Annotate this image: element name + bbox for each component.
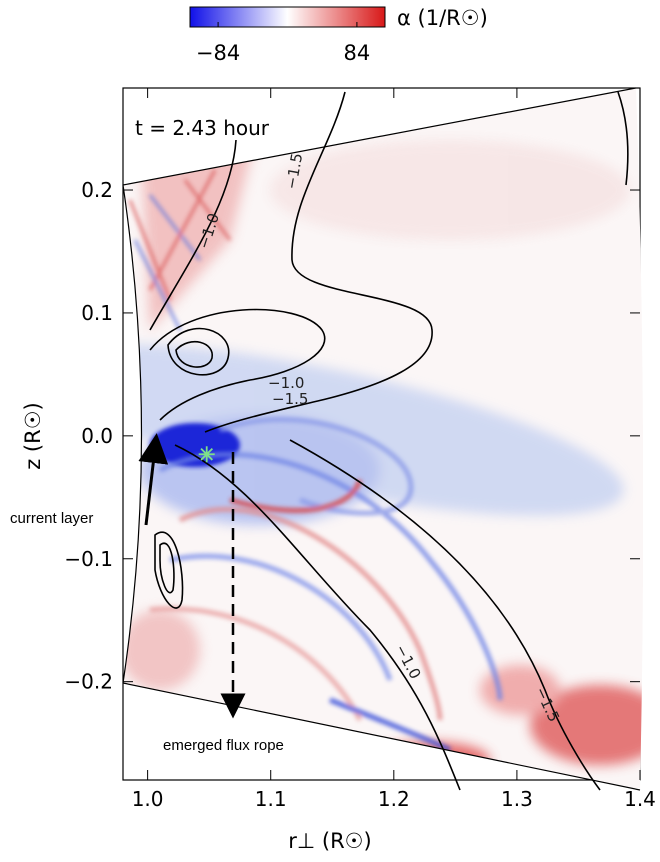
colorbar-tick-label: 84 <box>344 41 371 65</box>
x-axis-label: r⊥ (R☉) <box>288 829 371 853</box>
contour-label: −1.5 <box>272 390 308 408</box>
y-axis-label: z (R☉) <box>21 402 45 470</box>
x-tick-label: 1.3 <box>501 787 533 811</box>
contours <box>149 91 629 791</box>
x-tick-label: 1.0 <box>132 787 164 811</box>
marker-stroke <box>200 447 213 461</box>
contour-label: −1.0 <box>268 374 304 392</box>
x-tick-label: 1.2 <box>378 787 410 811</box>
time-label: t = 2.43 hour <box>135 116 270 140</box>
x-tick-label: 1.1 <box>255 787 287 811</box>
arrow <box>138 433 169 526</box>
marker <box>198 446 215 463</box>
alpha-map <box>123 88 644 788</box>
y-tick-label: 0.0 <box>81 424 113 448</box>
colorbar-label: α (1/R☉) <box>397 6 488 30</box>
y-tick-label: −0.2 <box>64 670 113 694</box>
y-tick-label: 0.1 <box>81 301 113 325</box>
arrow-label: current layer <box>10 510 93 527</box>
colorbar <box>189 6 386 28</box>
y-tick-label: 0.2 <box>81 178 113 202</box>
colorbar-tick-label: −84 <box>196 41 240 65</box>
x-tick-label: 1.4 <box>624 787 656 811</box>
y-tick-label: −0.1 <box>64 547 113 571</box>
arrow-label: emerged flux rope <box>163 737 284 754</box>
